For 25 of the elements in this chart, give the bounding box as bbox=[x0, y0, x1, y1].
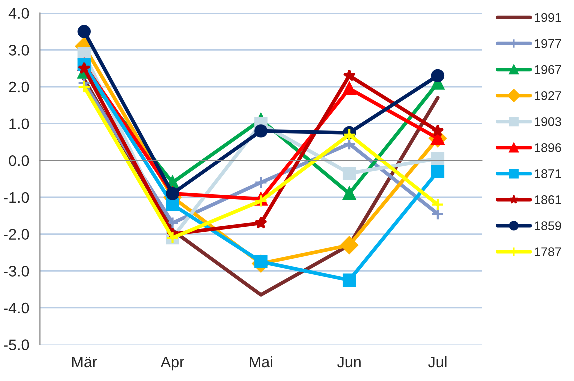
x-tick-label: Jul bbox=[428, 356, 447, 368]
y-tick-label: -4.0 bbox=[4, 302, 30, 314]
y-tick-label: -1.0 bbox=[4, 192, 30, 204]
y-tick-label: 0.0 bbox=[9, 156, 30, 166]
legend-label: 1967 bbox=[535, 65, 562, 74]
y-tick-label: 2.0 bbox=[9, 82, 30, 93]
legend-label: 1991 bbox=[535, 13, 562, 22]
y-tick-label: 4.0 bbox=[8, 8, 30, 20]
x-tick-label: Jun bbox=[337, 356, 361, 368]
legend-label: 1896 bbox=[535, 143, 562, 152]
legend-label: 1871 bbox=[535, 170, 562, 178]
x-tick-label: Mai bbox=[250, 356, 272, 368]
y-tick-label: -3.0 bbox=[4, 266, 30, 277]
y-tick-label: 1.0 bbox=[10, 118, 30, 130]
legend-label: 1903 bbox=[535, 117, 562, 126]
legend-label: 1859 bbox=[535, 222, 562, 230]
y-tick-label: -5.0 bbox=[4, 340, 30, 350]
y-tick-label: 3.0 bbox=[9, 45, 30, 56]
x-tick-label: Mär bbox=[72, 356, 98, 368]
y-tick-label: -2.0 bbox=[4, 229, 30, 240]
legend-label: 1861 bbox=[535, 196, 562, 204]
legend-label: 1977 bbox=[535, 39, 562, 48]
legend-label: 1927 bbox=[535, 91, 562, 100]
x-tick-label: Apr bbox=[160, 356, 184, 371]
legend-label: 1787 bbox=[535, 248, 562, 256]
